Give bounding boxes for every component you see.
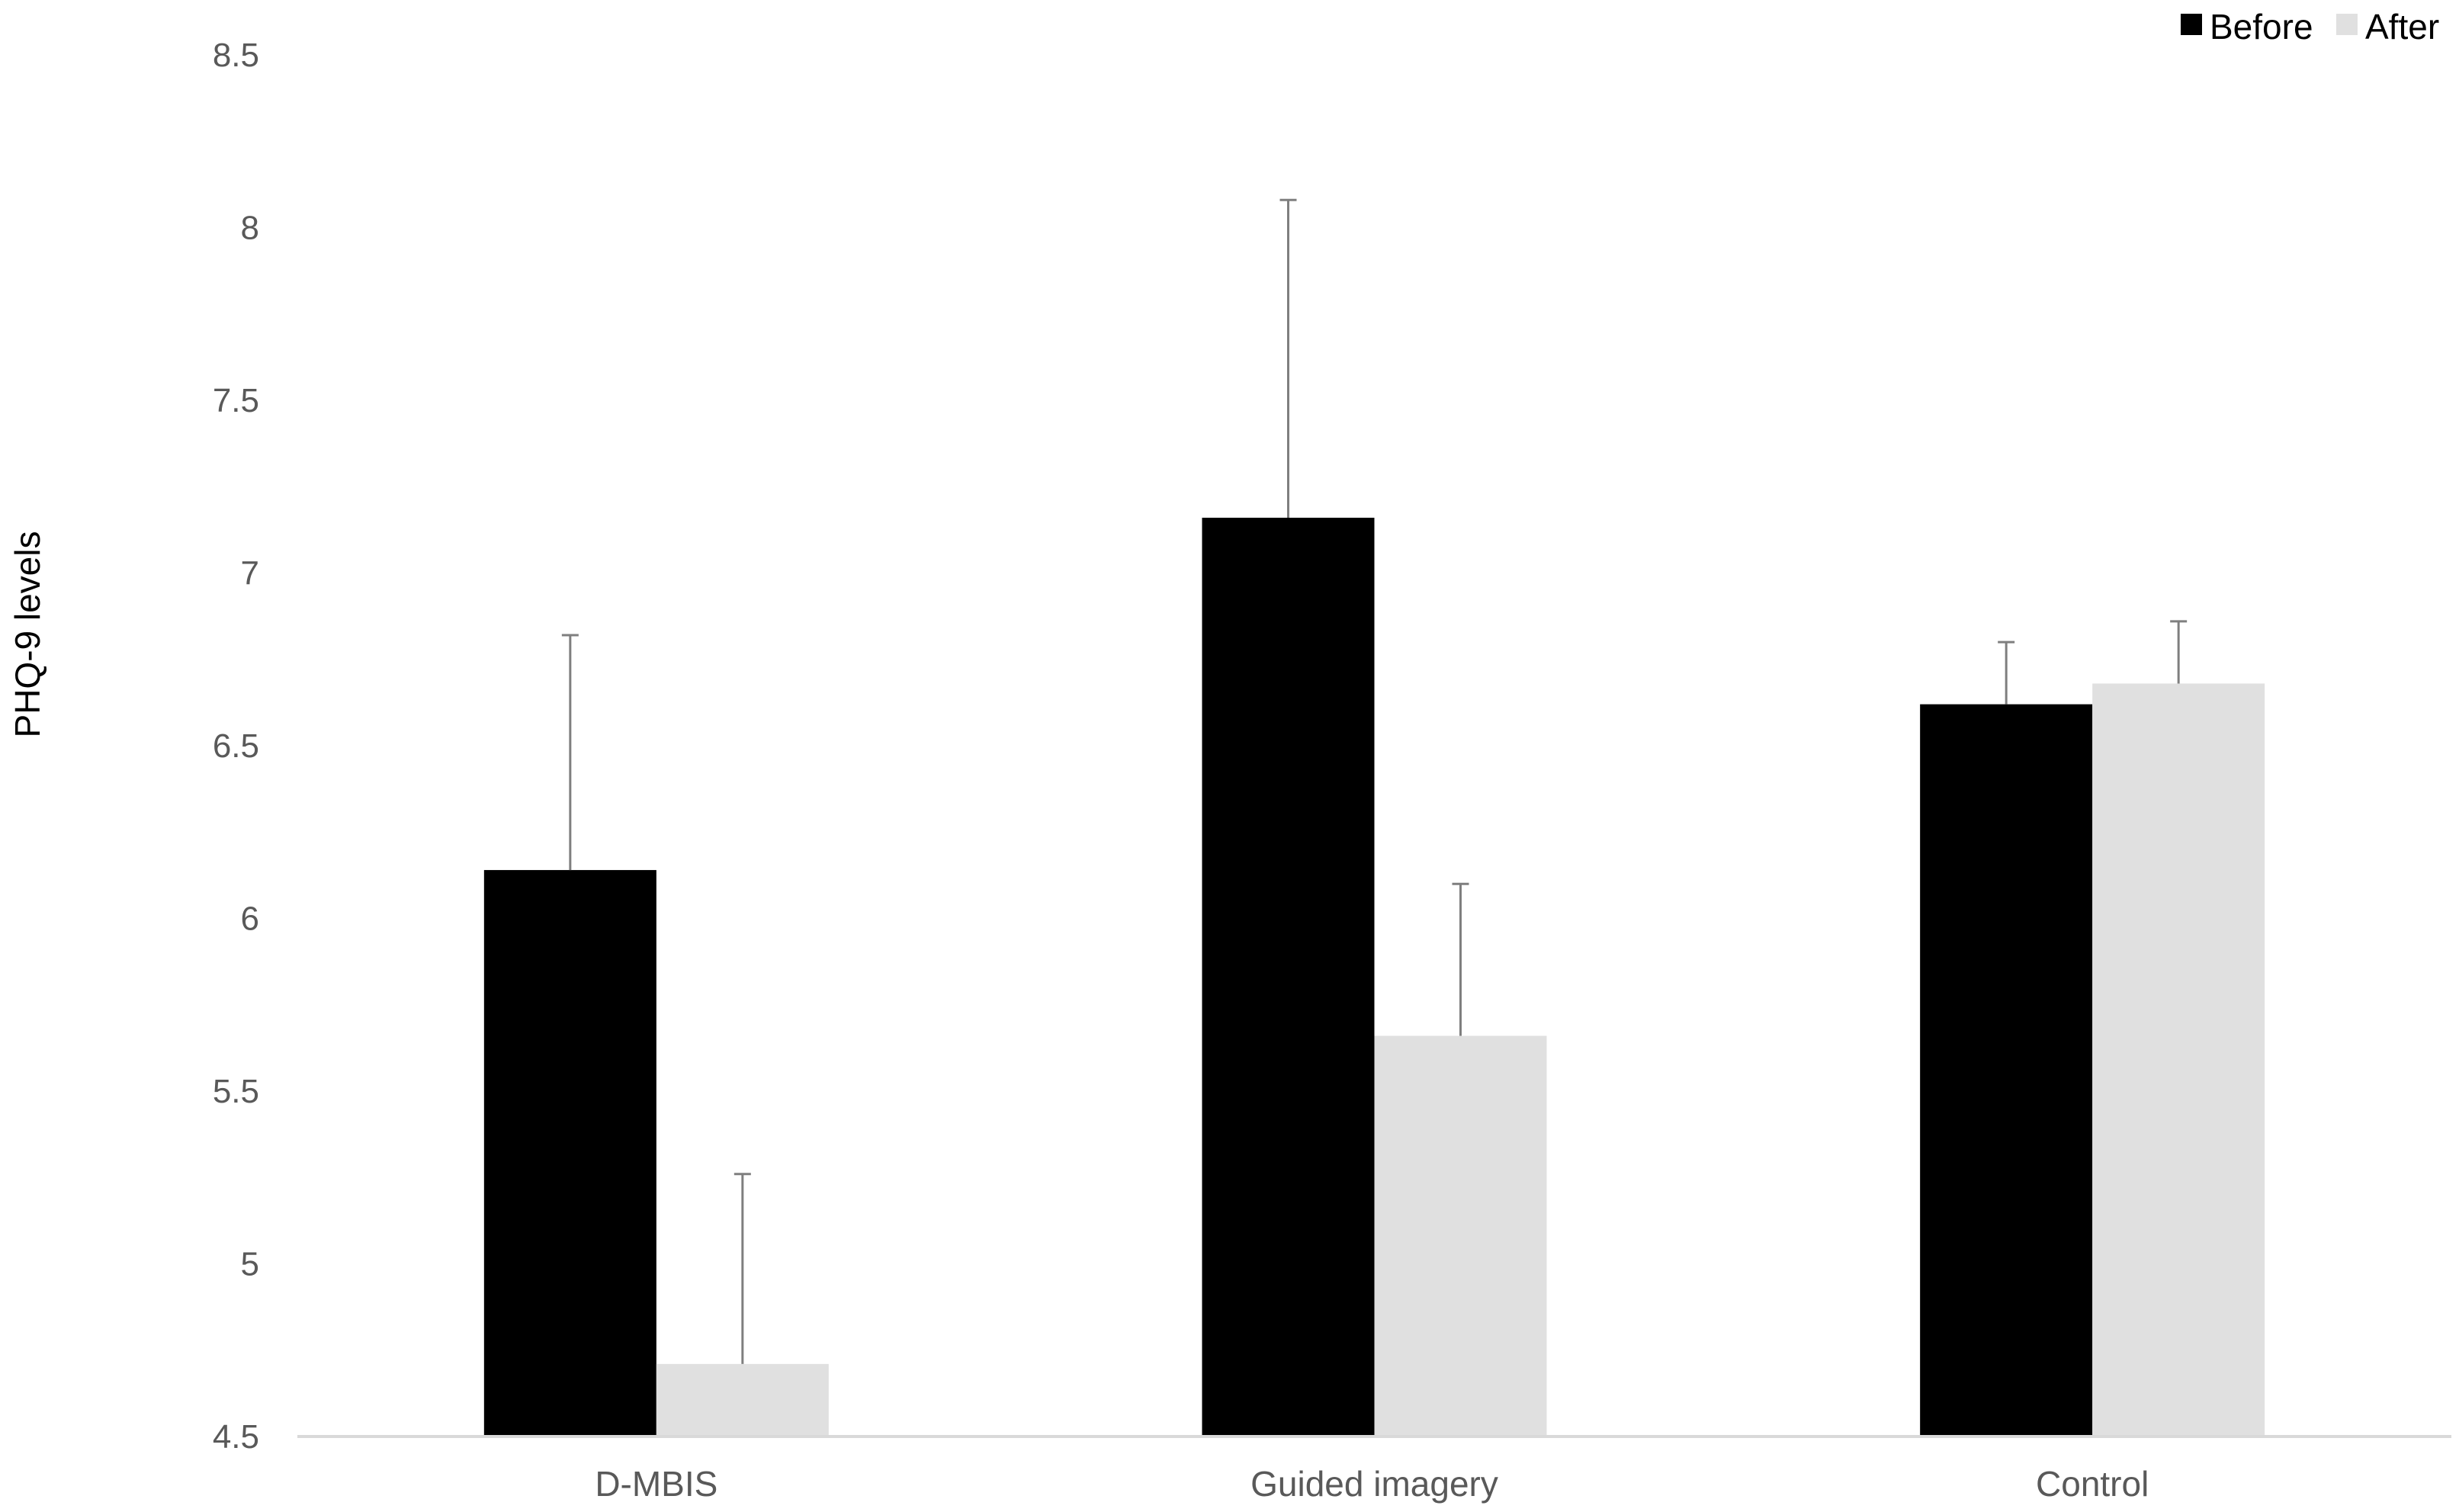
legend-swatch-after <box>2336 14 2358 35</box>
y-axis-ticks: 4.5 5 5.5 6 6.5 7 7.5 8 8.5 <box>213 37 259 1456</box>
y-tick-label: 8.5 <box>213 37 259 74</box>
bar-before-1 <box>1202 518 1375 1437</box>
y-tick-label: 8 <box>241 210 259 247</box>
bar-after-2 <box>2092 683 2265 1437</box>
y-tick-label: 6 <box>241 900 259 938</box>
y-tick-label: 7 <box>241 555 259 592</box>
legend-swatch-before <box>2181 14 2202 35</box>
y-tick-label: 5.5 <box>213 1073 259 1110</box>
bar-after-1 <box>1374 1035 1547 1437</box>
bar-before-2 <box>1920 704 2093 1437</box>
bars-group <box>483 518 2265 1437</box>
legend-label-after: After <box>2365 7 2439 47</box>
error-bars-group <box>561 198 2188 1364</box>
bar-after-0 <box>656 1363 829 1437</box>
y-tick-label: 4.5 <box>213 1418 259 1456</box>
y-tick-label: 7.5 <box>213 382 259 419</box>
legend: Before After <box>2181 7 2439 47</box>
y-tick-label: 5 <box>241 1246 259 1283</box>
y-tick-label: 6.5 <box>213 727 259 765</box>
x-tick-label: Guided imagery <box>1250 1464 1498 1504</box>
legend-label-before: Before <box>2210 7 2313 47</box>
x-axis-labels: D-MBIS Guided imagery Control <box>595 1464 2149 1504</box>
x-tick-label: D-MBIS <box>595 1464 717 1504</box>
x-tick-label: Control <box>2036 1464 2149 1504</box>
bar-before-0 <box>483 870 656 1437</box>
y-axis-label: PHQ-9 levels <box>8 531 47 738</box>
